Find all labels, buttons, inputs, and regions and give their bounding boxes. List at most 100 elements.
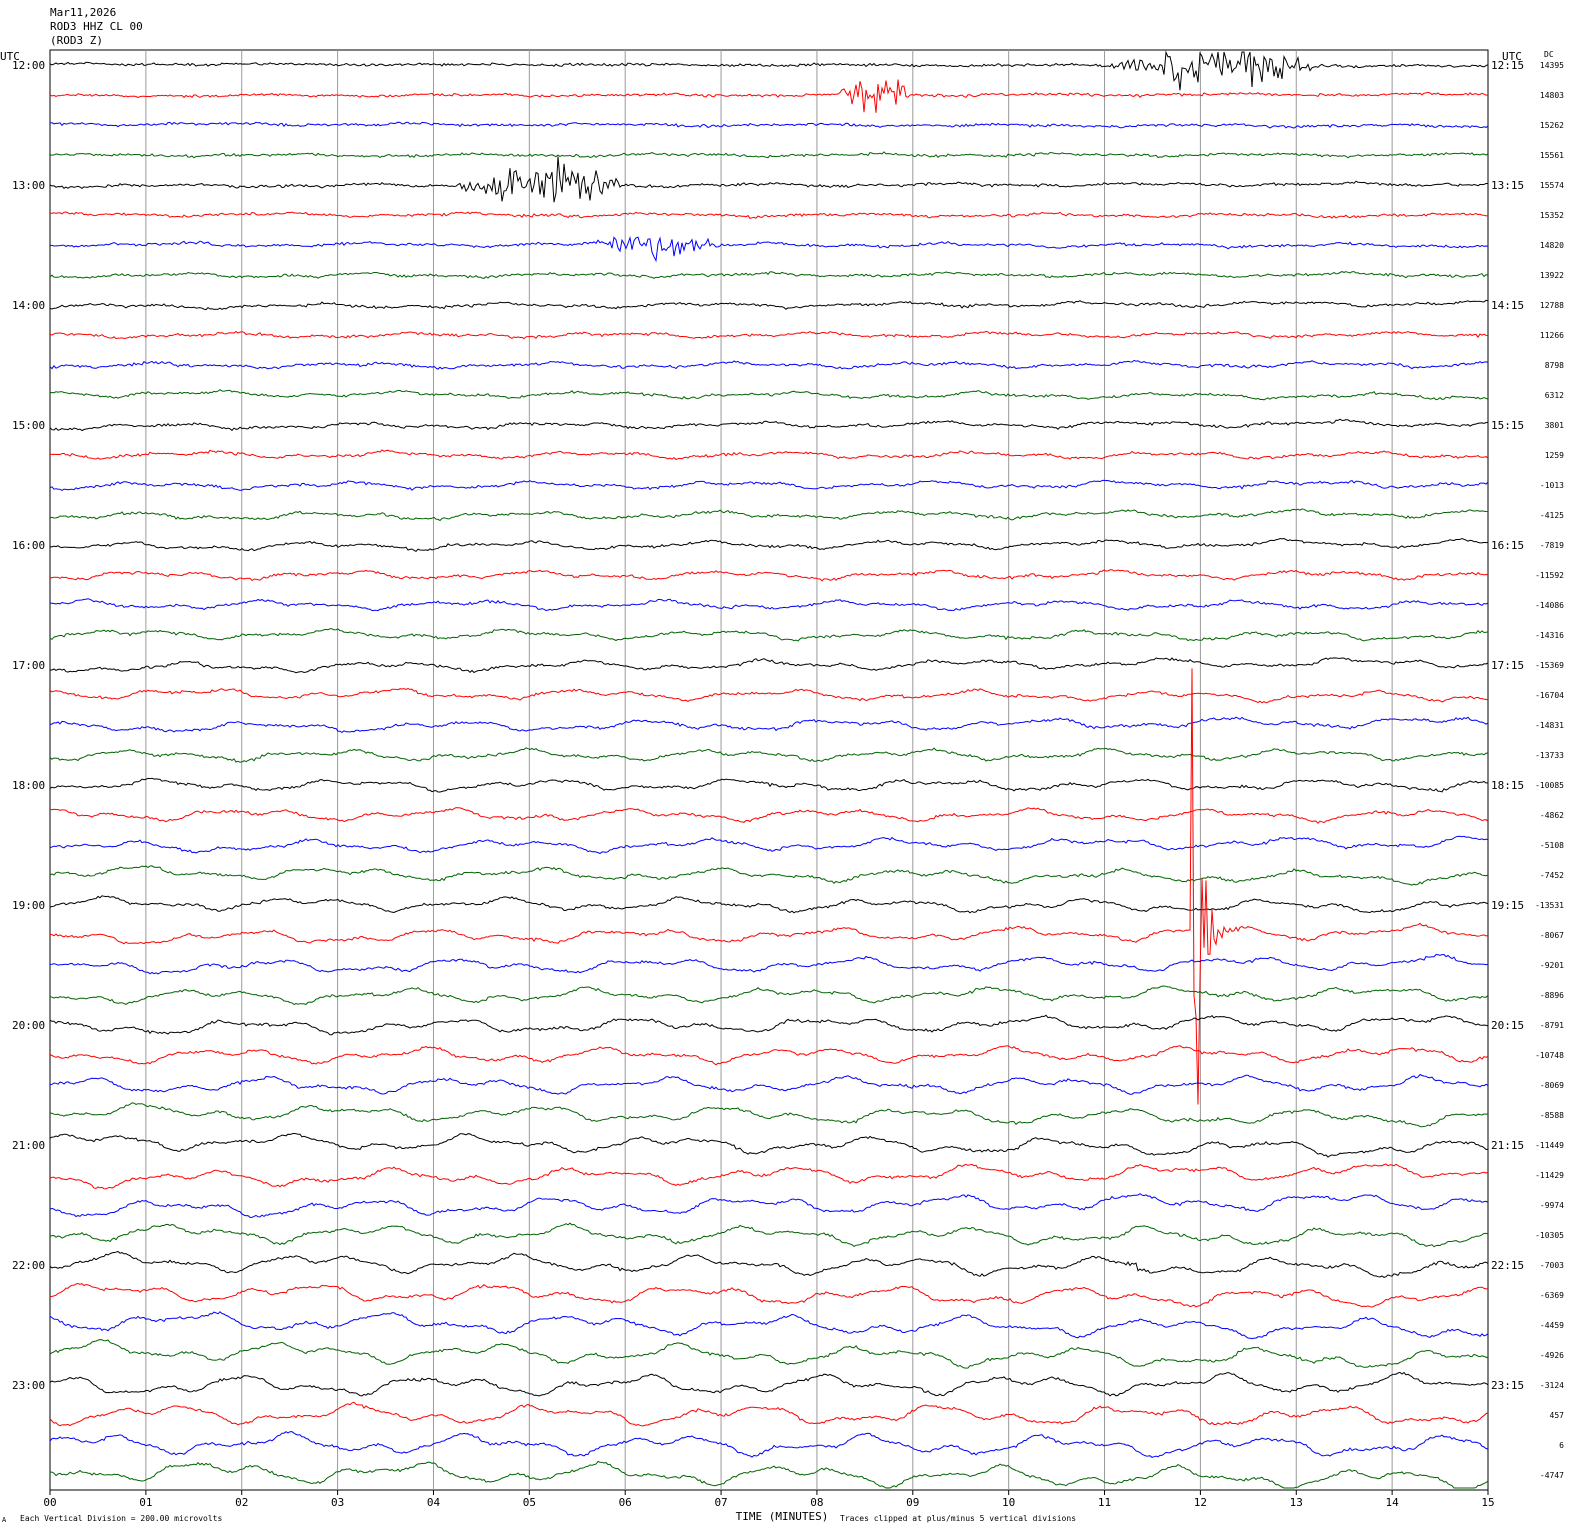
trace-line [49, 835, 1489, 855]
left-time-labels: 12:00 13:00 14:00 15:00 16:00 17:00 18:00 19:00… [12, 59, 45, 1392]
right-time-label: 14:15 [1491, 299, 1524, 312]
trace-line [49, 1460, 1489, 1489]
dc-offset-labels: 14395 14803 15262 15561 15574 15352 14820 13922… [1535, 61, 1564, 1480]
left-time-label: 16:00 [12, 539, 45, 552]
right-time-label: 19:15 [1491, 899, 1524, 912]
trace-line [49, 479, 1489, 491]
trace-line [49, 985, 1489, 1006]
dc-offset-label: -14831 [1535, 721, 1564, 730]
trace-line [49, 79, 1489, 113]
x-tick-label: 13 [1290, 1496, 1303, 1509]
traces [49, 50, 1489, 1489]
dc-offset-label: -15369 [1535, 661, 1564, 670]
x-tick-label: 04 [427, 1496, 441, 1509]
trace-line [49, 687, 1489, 704]
footer-division-note: Each Vertical Division = 200.00 microvol… [20, 1514, 222, 1523]
dc-offset-label: -8896 [1540, 991, 1564, 1000]
dc-offset-label: -13531 [1535, 901, 1564, 910]
trace-line [49, 50, 1489, 91]
trace-line [49, 865, 1489, 886]
right-time-label: 13:15 [1491, 179, 1524, 192]
trace-line [49, 449, 1489, 461]
dc-offset-label: 14803 [1540, 91, 1564, 100]
left-time-label: 23:00 [12, 1379, 45, 1392]
dc-offset-label: -8791 [1540, 1021, 1564, 1030]
dc-offset-label: -4459 [1540, 1321, 1564, 1330]
right-time-label: 20:15 [1491, 1019, 1524, 1032]
trace-line [49, 1371, 1489, 1397]
right-axis-title: UTC [1502, 50, 1522, 63]
dc-offset-label: -10085 [1535, 781, 1564, 790]
dc-offset-label: -13733 [1535, 751, 1564, 760]
trace-line [49, 299, 1489, 311]
x-tick-label: 00 [43, 1496, 56, 1509]
x-tick-label: 01 [139, 1496, 152, 1509]
dc-offset-label: 15352 [1540, 211, 1564, 220]
trace-line [49, 156, 1488, 203]
trace-line [49, 598, 1489, 612]
dc-offset-label: -10748 [1535, 1051, 1564, 1060]
trace-line [49, 1250, 1489, 1278]
right-time-label: 18:15 [1491, 779, 1524, 792]
x-axis-ticks: 00 01 02 03 04 05 06 07 08 09 10 11 12 13 14 15 [43, 1490, 1495, 1509]
right-time-label: 23:15 [1491, 1379, 1524, 1392]
x-axis-label: TIME (MINUTES) [736, 1510, 829, 1523]
trace-line [49, 537, 1489, 553]
trace-line [49, 953, 1489, 975]
trace-line [49, 1073, 1489, 1095]
dc-offset-label: 12788 [1540, 301, 1564, 310]
trace-line [49, 807, 1489, 824]
x-tick-label: 02 [235, 1496, 248, 1509]
right-time-label: 17:15 [1491, 659, 1524, 672]
gridlines [145, 50, 1393, 1490]
left-time-label: 15:00 [12, 419, 45, 432]
trace-line [49, 1431, 1489, 1458]
left-time-label: 21:00 [12, 1139, 45, 1152]
dc-offset-label: 13922 [1540, 271, 1564, 280]
trace-line [49, 151, 1489, 159]
dc-offset-label: -4862 [1540, 811, 1564, 820]
trace-line [49, 1311, 1489, 1340]
dc-offset-label: 14395 [1540, 61, 1564, 70]
dc-offset-label: -14316 [1535, 631, 1564, 640]
trace-line [49, 777, 1489, 793]
right-time-label: 21:15 [1491, 1139, 1524, 1152]
dc-offset-label: 15574 [1540, 181, 1564, 190]
left-time-label: 17:00 [12, 659, 45, 672]
header-station: ROD3 HHZ CL 00 [50, 20, 143, 33]
dc-offset-label: 1259 [1545, 451, 1564, 460]
trace-line [49, 895, 1489, 914]
right-time-label: 16:15 [1491, 539, 1524, 552]
header: Mar11,2026 ROD3 HHZ CL 00 (ROD3 Z) [50, 6, 143, 47]
dc-offset-label: 6312 [1545, 391, 1564, 400]
left-time-label: 18:00 [12, 779, 45, 792]
dc-offset-label: -7819 [1540, 541, 1564, 550]
dc-offset-label: -11592 [1535, 571, 1564, 580]
dc-offset-label: -16704 [1535, 691, 1564, 700]
trace-line [49, 508, 1489, 522]
trace-line [49, 569, 1489, 582]
x-tick-label: 06 [619, 1496, 632, 1509]
left-time-label: 14:00 [12, 299, 45, 312]
dc-offset-label: -4747 [1540, 1471, 1564, 1480]
trace-line [49, 418, 1489, 432]
dc-offset-label: -9201 [1540, 961, 1564, 970]
dc-title: DC [1544, 50, 1554, 59]
dc-offset-label: -11449 [1535, 1141, 1564, 1150]
dc-offset-label: -10305 [1535, 1231, 1564, 1240]
left-time-label: 20:00 [12, 1019, 45, 1032]
x-tick-label: 03 [331, 1496, 344, 1509]
x-tick-label: 07 [714, 1496, 727, 1509]
left-time-label: 22:00 [12, 1259, 45, 1272]
left-time-label: 19:00 [12, 899, 45, 912]
dc-offset-label: -4926 [1540, 1351, 1564, 1360]
trace-line [49, 1282, 1489, 1308]
right-time-labels: 12:15 13:15 14:15 15:15 16:15 17:15 18:15 19:15… [1491, 59, 1524, 1392]
x-tick-label: 05 [523, 1496, 536, 1509]
header-component: (ROD3 Z) [50, 34, 103, 47]
dc-offset-label: 3801 [1545, 421, 1564, 430]
trace-line [49, 389, 1489, 401]
trace-line [49, 668, 1489, 1105]
x-tick-label: 08 [810, 1496, 823, 1509]
footer-clip-note: Traces clipped at plus/minus 5 vertical … [840, 1514, 1076, 1523]
